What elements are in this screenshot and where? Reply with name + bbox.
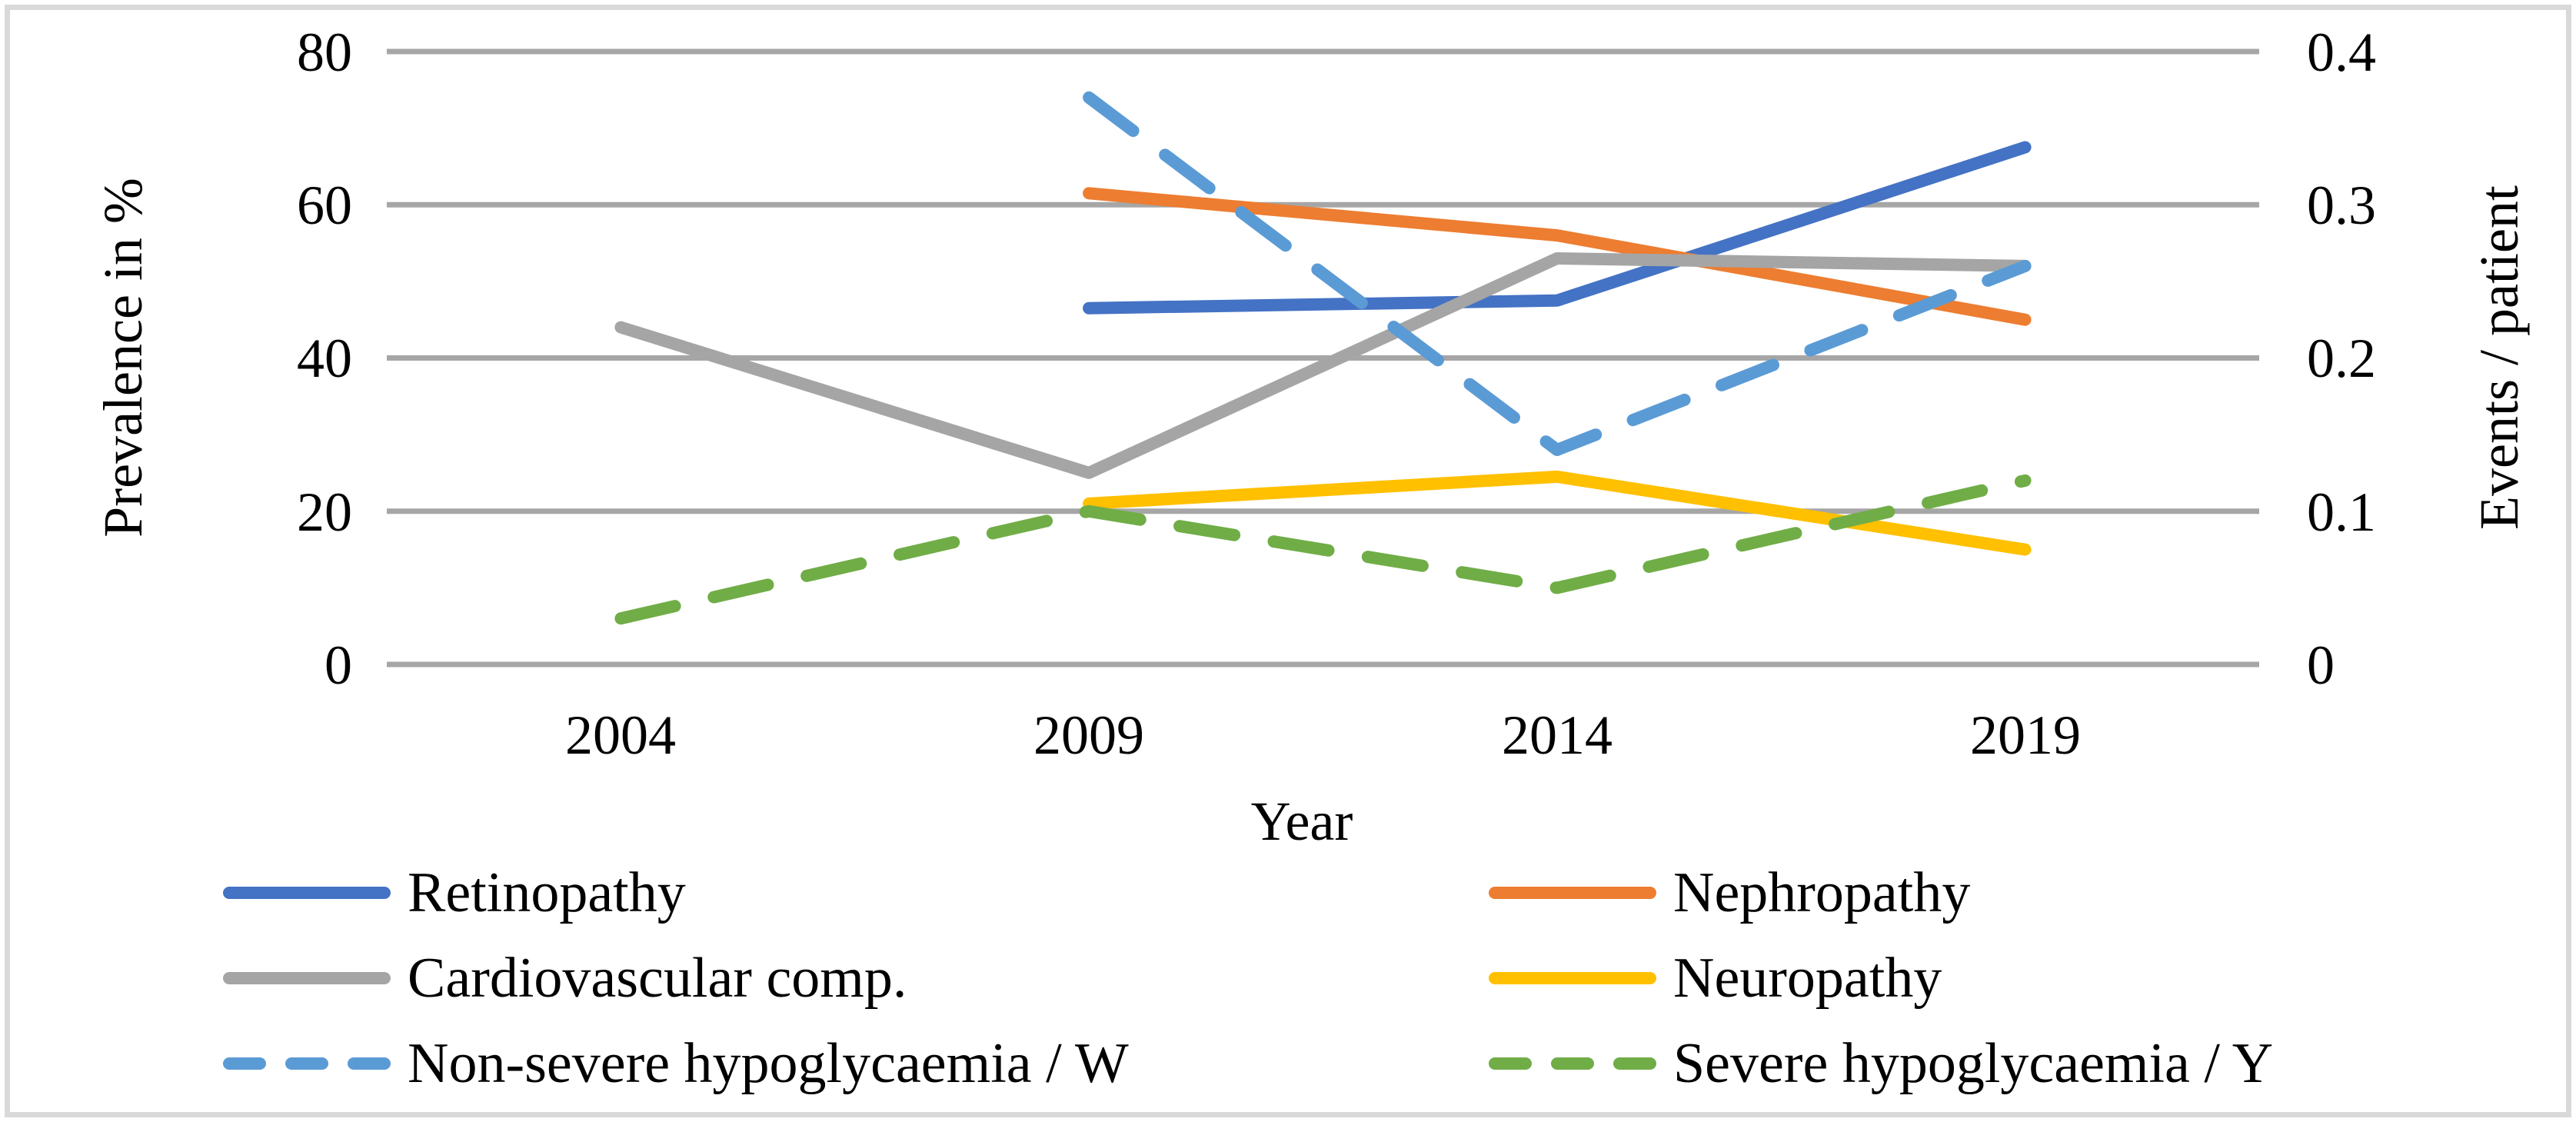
retinopathy-legend-swatch: [223, 887, 391, 899]
y-left-tick-0: 0: [324, 634, 352, 696]
neuropathy-line: [1083, 470, 2032, 556]
legend-label: Neuropathy: [1673, 947, 1942, 1010]
y-left-tick-40: 40: [297, 328, 352, 389]
x-axis-title: Year: [1250, 791, 1353, 852]
legend-item-non-severe-hypoglycaemia: Non-severe hypoglycaemia / W: [221, 1029, 1129, 1098]
legend-item-nephropathy: Nephropathy: [1487, 858, 1970, 927]
x-tick-2019: 2019: [1970, 704, 2081, 766]
y-right-tick-0-1: 0.1: [2307, 481, 2376, 543]
cardiovascular-comp-line: [614, 252, 2032, 479]
legend-label: Severe hypoglycaemia / Y: [1673, 1032, 2274, 1095]
y-left-axis-title: Prevalence in %: [92, 178, 154, 538]
y-right-tick-0-4: 0.4: [2307, 22, 2376, 83]
nephropathy-legend-swatch: [1489, 887, 1656, 899]
legend-label: Retinopathy: [408, 861, 686, 924]
y-right-tick-0: 0: [2307, 634, 2335, 696]
x-tick-2014: 2014: [1502, 704, 1612, 766]
retinopathy-line: [1083, 141, 2032, 315]
legend-item-neuropathy: Neuropathy: [1487, 944, 1942, 1013]
legend-label: Non-severe hypoglycaemia / W: [408, 1032, 1129, 1095]
neuropathy-legend-swatch: [1489, 972, 1656, 984]
y-left-tick-60: 60: [297, 175, 352, 236]
y-left-tick-80: 80: [297, 22, 352, 83]
legend-label: Cardiovascular comp.: [408, 947, 907, 1010]
legend-item-severe-hypoglycaemia: Severe hypoglycaemia / Y: [1487, 1029, 2273, 1098]
y-right-axis-title: Events / patient: [2468, 185, 2530, 530]
non-severe-hypoglycaemia-legend-swatch: [223, 1057, 391, 1070]
legend-label: Nephropathy: [1673, 861, 1971, 924]
severe-hypoglycaemia-legend-swatch: [1489, 1057, 1656, 1070]
y-left-tick-20: 20: [297, 481, 352, 543]
non-severe-hypoglycaemia-w-line: [1083, 91, 2032, 456]
cardiovascular-legend-swatch: [223, 972, 391, 984]
y-right-tick-0-3: 0.3: [2307, 175, 2376, 236]
x-tick-2004: 2004: [565, 704, 676, 766]
legend-item-cardiovascular-comp: Cardiovascular comp.: [221, 944, 907, 1013]
legend-item-retinopathy: Retinopathy: [221, 858, 686, 927]
y-right-tick-0-2: 0.2: [2307, 328, 2376, 389]
x-tick-2009: 2009: [1033, 704, 1144, 766]
severe-hypoglycaemia-y-line: [614, 474, 2032, 625]
